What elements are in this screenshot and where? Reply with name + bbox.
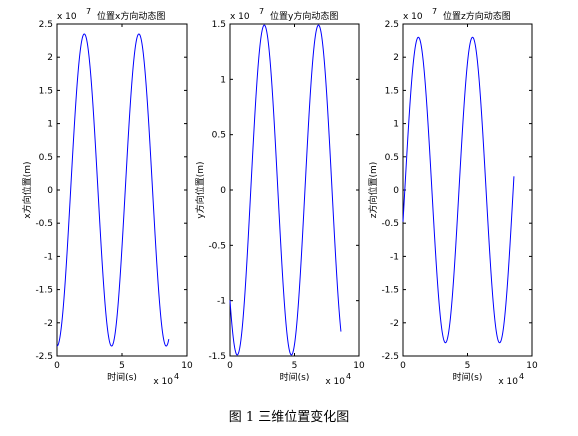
chart-3-ytick-label: 1 xyxy=(393,120,399,130)
chart-3-y-exponent: 7 xyxy=(432,7,437,16)
chart-1-ytick-label: 0 xyxy=(47,186,53,196)
chart-2-ylabel: y方向位置(m) xyxy=(194,161,206,218)
chart-3-ylabel: z方向位置(m) xyxy=(367,162,379,219)
chart-3-y-multiplier: x 10 xyxy=(403,12,423,22)
chart-3-ytick-label: 0.5 xyxy=(385,153,399,163)
chart-3-axes-box xyxy=(402,23,533,357)
chart-2-xtick-label: 5 xyxy=(292,361,298,371)
chart-1-ytick-label: -1.5 xyxy=(35,286,53,296)
chart-1-series-line-1 xyxy=(56,33,170,347)
chart-2-xtick-label: 0 xyxy=(227,361,233,371)
chart-2-x-multiplier: x 10 xyxy=(325,377,345,387)
chart-1-ytick-label: 1.5 xyxy=(39,86,53,96)
chart-1-xtick-label: 10 xyxy=(181,361,193,371)
chart-2-ytick-label: 1.5 xyxy=(212,20,226,30)
chart-2-title: 位置y方向动态图 xyxy=(270,10,338,22)
chart-1-xlabel: 时间(s) xyxy=(107,371,137,383)
chart-3-series-line-1 xyxy=(402,36,515,344)
chart-1-y-exponent: 7 xyxy=(86,7,91,16)
chart-2-axes-box xyxy=(229,23,360,357)
chart-3-ytick-label: 1.5 xyxy=(385,86,399,96)
chart-2-y-multiplier: x 10 xyxy=(230,12,250,22)
chart-1-ytick-label: -2.5 xyxy=(35,352,53,362)
chart-1-ylabel: x方向位置(m) xyxy=(21,161,33,218)
chart-3-ytick-label: -2.5 xyxy=(381,352,399,362)
chart-2-ytick-label: 0.5 xyxy=(212,131,226,141)
chart-1-y-multiplier: x 10 xyxy=(57,12,77,22)
chart-3-ytick-label: -1.5 xyxy=(381,286,399,296)
chart-1-ytick-label: 2.5 xyxy=(39,20,53,30)
chart-1-x-multiplier: x 10 xyxy=(153,377,173,387)
chart-1-x-exponent: 4 xyxy=(174,372,179,381)
chart-2-ytick-label: 0 xyxy=(220,186,226,196)
chart-3-title: 位置z方向动态图 xyxy=(443,10,511,22)
chart-1-xtick-label: 0 xyxy=(54,361,60,371)
chart-3-ytick-label: 2.5 xyxy=(385,20,399,30)
chart-3-ytick-label: -0.5 xyxy=(381,219,399,229)
chart-1-ytick-label: -0.5 xyxy=(35,219,53,229)
chart-1-title: 位置x方向动态图 xyxy=(97,10,165,22)
chart-1-ytick-label: -1 xyxy=(44,252,53,262)
chart-3-ytick-label: 0 xyxy=(393,186,399,196)
chart-3-xtick-label: 0 xyxy=(400,361,406,371)
chart-1-axes-box xyxy=(56,23,188,357)
chart-1-ytick-label: 1 xyxy=(47,120,53,130)
chart-2-ytick-label: -1.5 xyxy=(208,352,226,362)
chart-3-xlabel: 时间(s) xyxy=(453,371,483,383)
chart-3-ytick-label: -2 xyxy=(390,319,399,329)
chart-2-series-line-1 xyxy=(229,24,342,356)
chart-2-ytick-label: -0.5 xyxy=(208,241,226,251)
chart-1-ytick-label: 2 xyxy=(47,53,53,63)
chart-3-x-exponent: 4 xyxy=(519,372,524,381)
chart-2-ytick-label: -1 xyxy=(217,297,226,307)
chart-3-ytick-label: 2 xyxy=(393,53,399,63)
chart-2-xtick-label: 10 xyxy=(353,361,365,371)
chart-1-xtick-label: 5 xyxy=(119,361,125,371)
figure-caption: 图 1 三维位置变化图 xyxy=(228,410,350,425)
chart-3-ytick-label: -1 xyxy=(390,252,399,262)
chart-2-x-exponent: 4 xyxy=(346,372,351,381)
chart-1-ytick-label: 0.5 xyxy=(39,153,53,163)
chart-2-y-exponent: 7 xyxy=(259,7,264,16)
chart-2-xlabel: 时间(s) xyxy=(280,371,310,383)
chart-3-xtick-label: 10 xyxy=(526,361,538,371)
chart-3-xtick-label: 5 xyxy=(465,361,471,371)
chart-3-x-multiplier: x 10 xyxy=(498,377,518,387)
chart-2-ytick-label: 1 xyxy=(220,75,226,85)
chart-1-ytick-label: -2 xyxy=(44,319,53,329)
